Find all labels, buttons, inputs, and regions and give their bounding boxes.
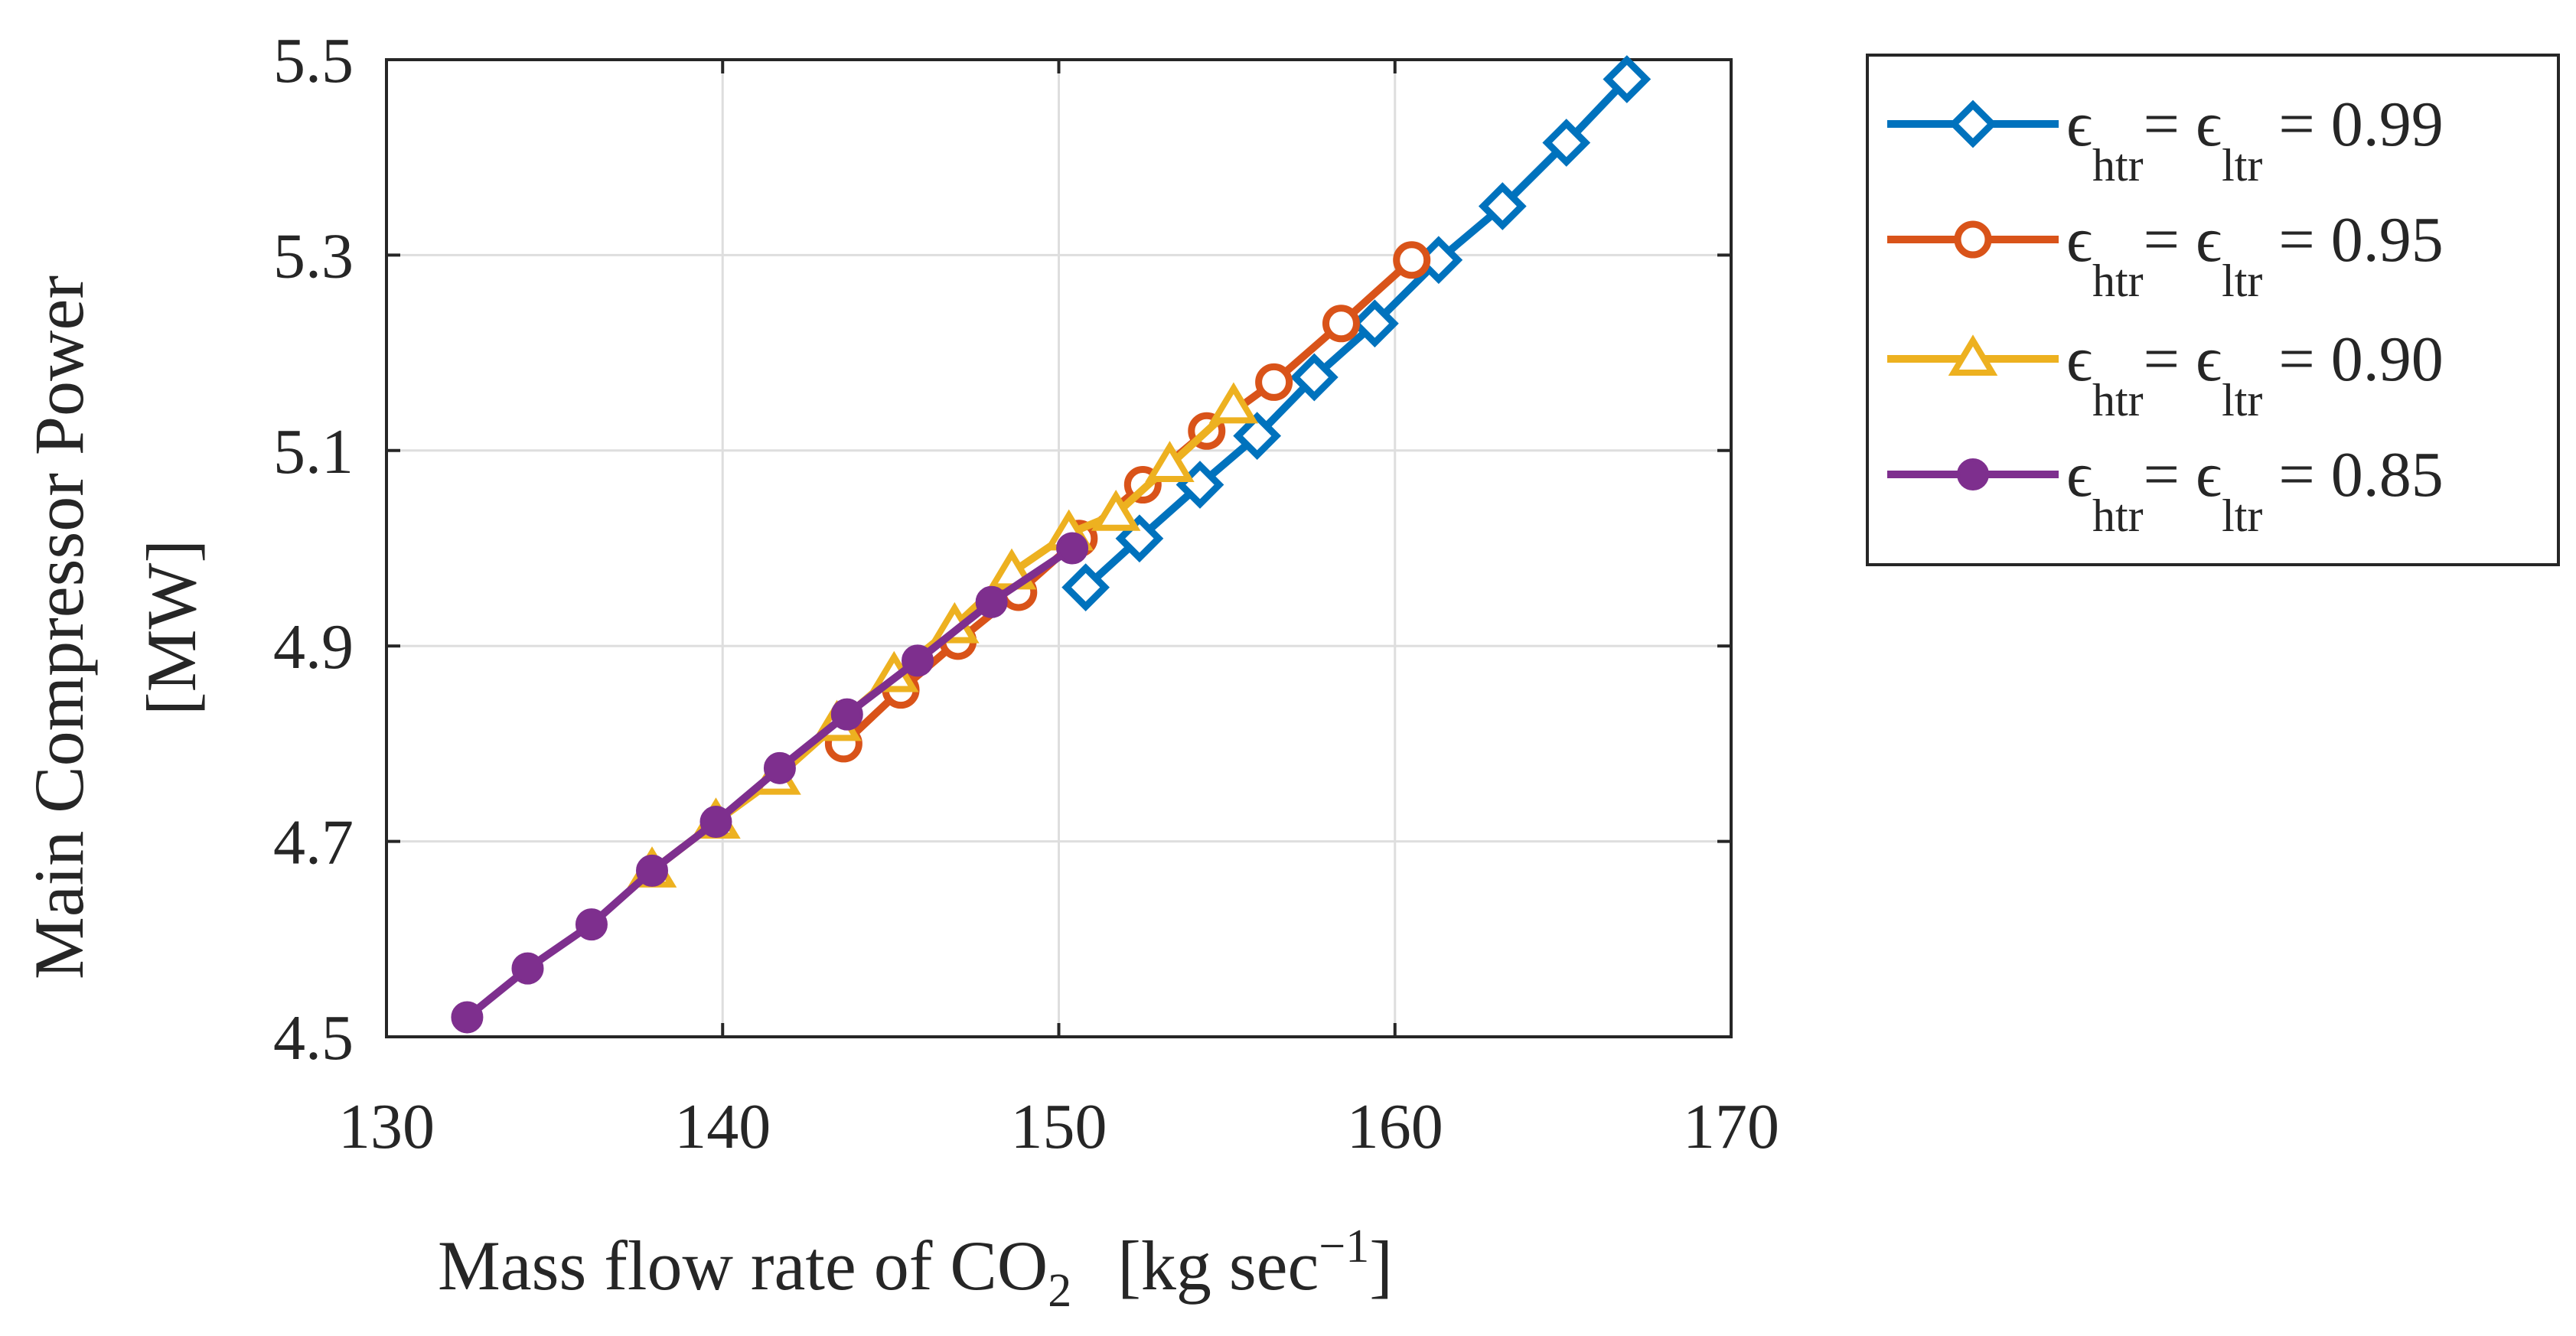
legend-label-part: ϵ <box>2066 204 2092 275</box>
legend-label-part: ltr <box>2222 256 2262 306</box>
legend-label: ϵhtr= ϵltr = 0.99 <box>2066 89 2444 191</box>
legend-label-part: ϵ <box>2180 89 2222 160</box>
legend-label-part: = 0.85 <box>2262 439 2443 510</box>
x-tick-label: 150 <box>1011 1091 1107 1162</box>
x-axis-title-unit: [kg sec <box>1117 1227 1319 1305</box>
x-axis-title-unit-close: ] <box>1369 1227 1393 1305</box>
y-tick-label: 4.7 <box>273 807 354 878</box>
x-axis-title: Mass flow rate of CO2 [kg sec−1] <box>438 1220 1393 1317</box>
data-point <box>1542 119 1591 167</box>
legend-label-part: htr <box>2092 256 2144 306</box>
y-tick-label: 5.3 <box>273 220 354 292</box>
y-tick-label: 5.5 <box>273 25 354 96</box>
legend-label-part: ϵ <box>2180 324 2222 395</box>
data-point <box>1290 353 1339 402</box>
legend-label-part: ϵ <box>2180 204 2222 275</box>
legend-label-part: ϵ <box>2066 89 2092 160</box>
data-point <box>511 952 544 985</box>
legend-label-part: htr <box>2092 140 2144 191</box>
legend-label-part: = <box>2144 324 2180 395</box>
legend-entry: ϵhtr= ϵltr = 0.95 <box>1887 204 2444 306</box>
y-tick-label: 4.9 <box>273 611 354 683</box>
legend-label-part: ltr <box>2222 140 2262 191</box>
series-line <box>465 545 1074 1021</box>
x-axis-title-main: Mass flow rate of CO <box>438 1227 1048 1305</box>
series-dot <box>451 532 1089 1034</box>
legend-label-part: ltr <box>2222 490 2262 541</box>
data-point <box>1056 532 1089 565</box>
data-point <box>902 644 934 677</box>
series-line <box>1083 77 1630 591</box>
legend-label: ϵhtr= ϵltr = 0.90 <box>2066 324 2444 425</box>
legend-label-part: ϵ <box>2066 439 2092 510</box>
data-point <box>1145 441 1195 482</box>
data-point <box>830 698 863 731</box>
data-point <box>1351 299 1399 348</box>
y-axis-title-line1: Main Compressor Power <box>20 275 98 979</box>
data-point <box>1478 182 1527 230</box>
y-axis-title-line2: [MW] <box>132 539 210 715</box>
x-axis-title-subscript: 2 <box>1048 1265 1071 1317</box>
data-point <box>975 585 1008 618</box>
legend-entry: ϵhtr= ϵltr = 0.99 <box>1887 89 2444 191</box>
legend-label: ϵhtr= ϵltr = 0.95 <box>2066 204 2444 306</box>
data-point <box>636 854 669 887</box>
legend-label-part: = 0.95 <box>2262 204 2443 275</box>
data-point <box>1603 55 1652 103</box>
data-point <box>1322 305 1360 343</box>
legend-label-part: ϵ <box>2180 439 2222 510</box>
data-point <box>699 806 732 839</box>
data-point <box>1255 363 1293 401</box>
data-point <box>1061 563 1110 611</box>
legend-marker <box>1954 220 1992 259</box>
legend-marker <box>1948 99 1997 148</box>
series-layer <box>451 55 1652 1034</box>
x-tick-label: 160 <box>1347 1091 1443 1162</box>
legend-marker <box>1948 334 1998 376</box>
legend-entry: ϵhtr= ϵltr = 0.85 <box>1887 439 2444 541</box>
y-tick-label: 5.1 <box>273 416 354 487</box>
x-tick-label: 170 <box>1683 1091 1779 1162</box>
legend-marker <box>1957 458 1989 490</box>
legend-label-part: ϵ <box>2066 324 2092 395</box>
legend-label-part: = <box>2144 439 2180 510</box>
data-point <box>1233 412 1282 461</box>
legend-entry: ϵhtr= ϵltr = 0.90 <box>1887 324 2444 425</box>
legend-label-part: = <box>2144 89 2180 160</box>
legend-label-part: = <box>2144 204 2180 275</box>
legend-label-part: = 0.99 <box>2262 89 2443 160</box>
axis-ticks: 130 140 150 160 170 4.5 4.7 4.9 5.1 5.3 5.5 <box>273 25 1779 1162</box>
data-point <box>575 908 608 941</box>
legend-label-part: htr <box>2092 375 2144 425</box>
data-point <box>1208 382 1259 424</box>
x-tick-label: 140 <box>674 1091 771 1162</box>
x-tick-label: 130 <box>338 1091 435 1162</box>
x-axis-title-unit-superscript: −1 <box>1319 1220 1369 1272</box>
legend-label-part: htr <box>2092 490 2144 541</box>
legend-label: ϵhtr= ϵltr = 0.85 <box>2066 439 2444 541</box>
data-point <box>1393 241 1431 279</box>
legend-label-part: ltr <box>2222 375 2262 425</box>
legend-label-part: = 0.90 <box>2262 324 2443 395</box>
data-point <box>451 1001 484 1034</box>
data-point <box>763 751 796 784</box>
y-tick-label: 4.5 <box>273 1002 354 1074</box>
series-diamond <box>1061 55 1652 611</box>
data-point <box>1091 490 1141 531</box>
